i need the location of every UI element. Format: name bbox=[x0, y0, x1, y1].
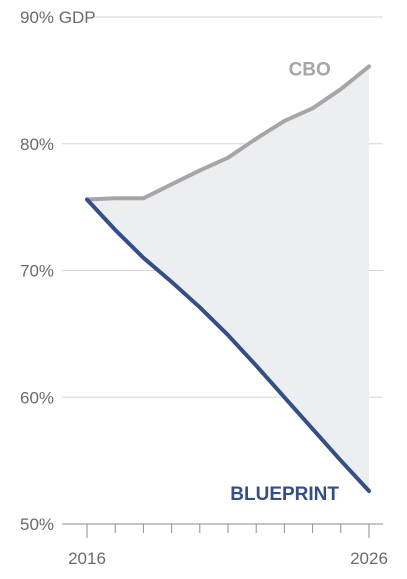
y-tick-label-80: 80% bbox=[20, 135, 54, 154]
series-line-cbo bbox=[85, 64, 371, 202]
series-lines bbox=[85, 64, 371, 493]
y-tick-label-70: 70% bbox=[20, 262, 54, 281]
gap-fill-area bbox=[87, 66, 369, 492]
x-tick-label-2026: 2026 bbox=[350, 549, 388, 568]
y-tick-label-90: 90% GDP bbox=[20, 8, 96, 27]
x-axis bbox=[86, 524, 370, 538]
series-line-blueprint bbox=[85, 197, 371, 493]
y-tick-label-60: 60% bbox=[20, 388, 54, 407]
x-tick-label-2016: 2016 bbox=[68, 549, 106, 568]
labels: 90% GDP 80% 70% 60% 50% 2016 2026 CBO BLUEPRINT bbox=[20, 8, 388, 568]
y-tick-label-50: 50% bbox=[20, 515, 54, 534]
series-label-cbo: CBO bbox=[289, 59, 331, 80]
shaded-gap-region bbox=[87, 66, 369, 492]
series-label-blueprint: BLUEPRINT bbox=[230, 484, 339, 505]
